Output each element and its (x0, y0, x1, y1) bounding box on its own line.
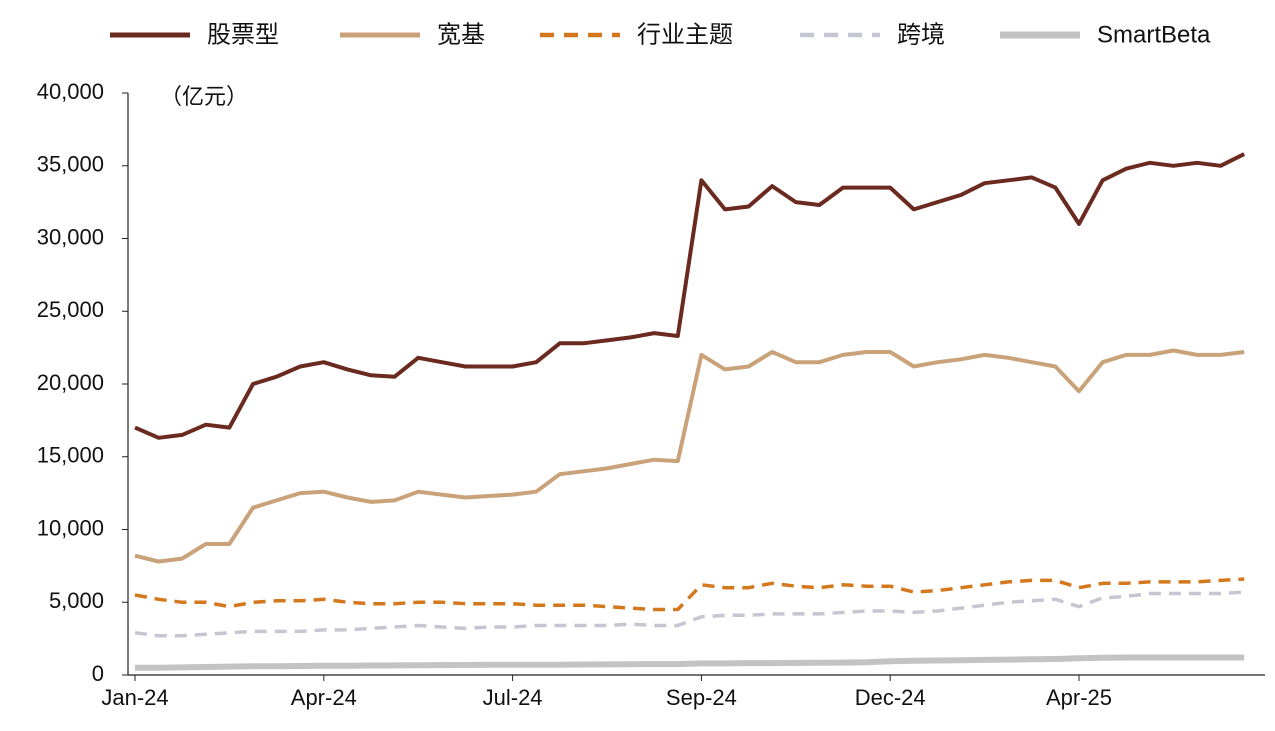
x-tick-label: Jul-24 (483, 685, 543, 710)
y-tick-label: 15,000 (37, 443, 104, 468)
series-line (134, 590, 1245, 638)
y-tick-label: 0 (92, 661, 104, 686)
x-tick-label: Sep-24 (666, 685, 737, 710)
series-line (134, 152, 1246, 440)
x-tick-label: Jan-24 (101, 685, 168, 710)
series-line (135, 654, 1245, 671)
y-tick-label: 10,000 (37, 515, 104, 540)
legend-label: 跨境 (897, 21, 945, 48)
y-tick-label: 40,000 (37, 79, 104, 104)
y-axis-unit: （亿元） (160, 84, 248, 109)
x-tick-label: Dec-24 (855, 685, 926, 710)
legend-label: SmartBeta (1097, 21, 1211, 48)
y-tick-label: 20,000 (37, 370, 104, 395)
y-tick-label: 35,000 (37, 152, 104, 177)
y-tick-label: 25,000 (37, 297, 104, 322)
legend-label: 宽基 (437, 21, 485, 48)
x-tick-label: Apr-24 (291, 685, 357, 710)
series-line (134, 577, 1245, 612)
legend-label: 行业主题 (637, 21, 733, 48)
series-line (134, 348, 1245, 564)
x-tick-label: Apr-25 (1046, 685, 1112, 710)
y-tick-label: 5,000 (49, 588, 104, 613)
y-tick-label: 30,000 (37, 224, 104, 249)
legend-label: 股票型 (207, 21, 279, 48)
